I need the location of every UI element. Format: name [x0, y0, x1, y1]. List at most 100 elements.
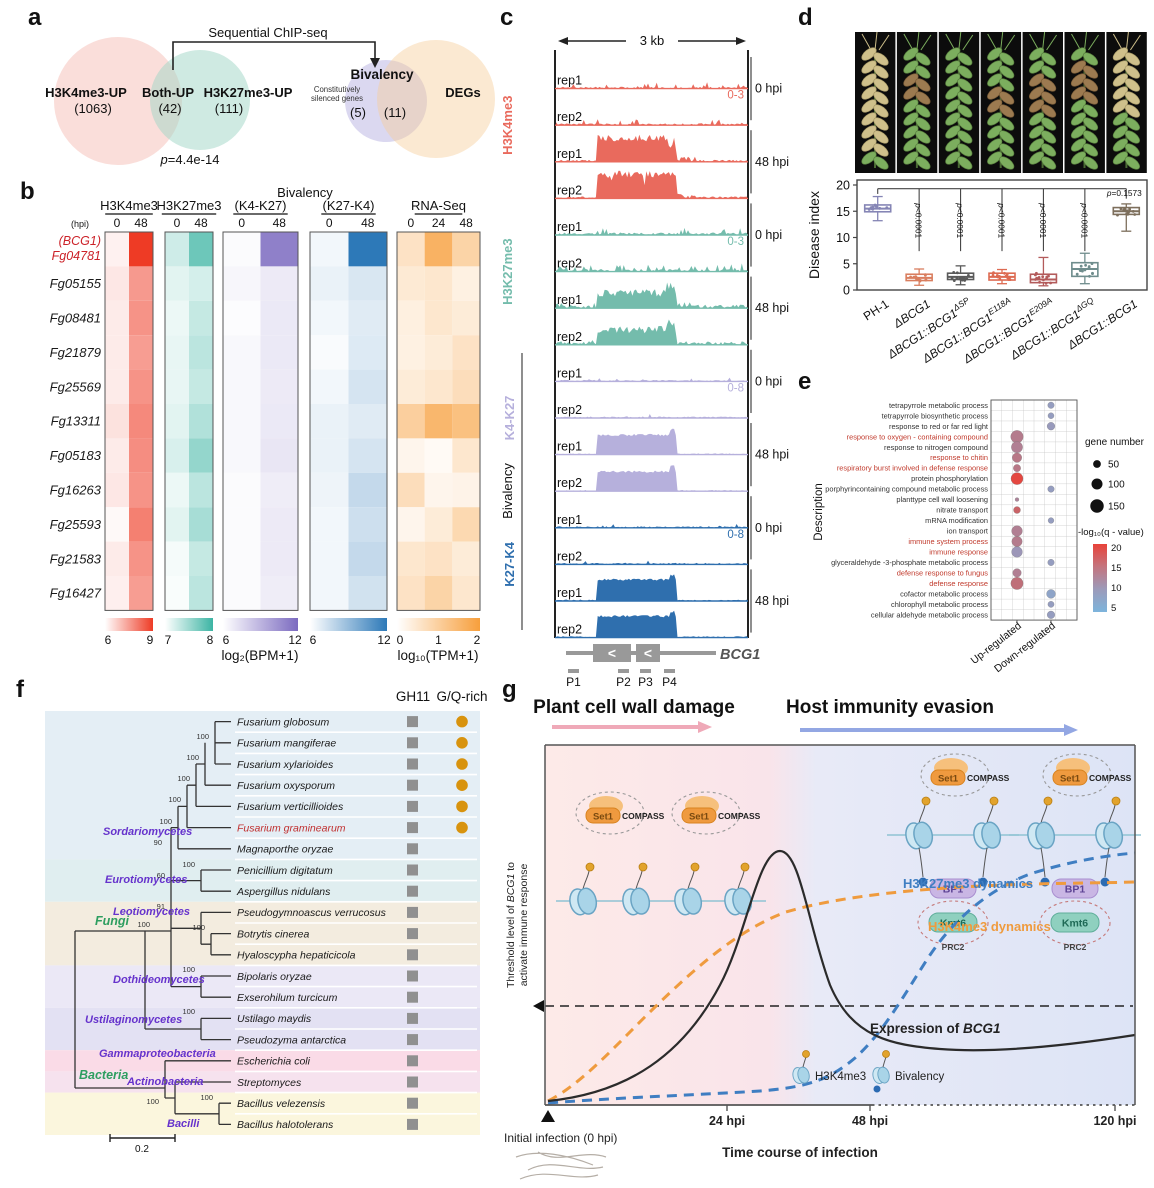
heatmap-cell	[452, 507, 480, 542]
threshold-marker-icon	[533, 1000, 544, 1012]
hpi-tick: 48	[194, 216, 208, 230]
panel-label-c: c	[500, 4, 514, 31]
go-dot	[1012, 452, 1022, 463]
hpi-tick: 24	[432, 216, 446, 230]
gh11-marker-icon	[407, 1076, 418, 1088]
h3k4me3-dynamics-curve	[547, 880, 1136, 1103]
clade-label: Ustilaginomycetes	[85, 1014, 182, 1026]
heatmap-cell	[452, 576, 480, 611]
track-group-label: H3K27me3	[500, 238, 515, 305]
heatmap-cell	[310, 541, 349, 576]
rep-label: rep1	[557, 513, 582, 527]
hpi-time-label: 0 hpi	[755, 374, 782, 388]
heatmap-cell	[165, 438, 189, 473]
heatmap-cell	[165, 300, 189, 336]
rep-label: rep1	[557, 74, 582, 88]
h3k27me3-mark-icon	[1100, 877, 1110, 887]
coverage-track-signal	[556, 227, 747, 235]
hpi-time-label: 48 hpi	[755, 155, 789, 169]
go-dot	[1046, 589, 1056, 599]
colorbar-tick: 6	[105, 633, 112, 647]
h3k27me3-mark-icon	[918, 877, 928, 887]
nucleosome-icon	[905, 821, 934, 850]
venn-circle-h3k27me3-up	[150, 50, 250, 150]
coverage-track-signal	[556, 82, 747, 89]
hpi-tick: 0	[238, 216, 245, 230]
heatmap-cell	[223, 576, 261, 611]
track-range-label: 0-3	[727, 90, 744, 102]
colorbar-tick: 9	[147, 633, 154, 647]
go-term-label: porphyrincontaining compound metabolic p…	[825, 485, 988, 494]
scale-3kb-label: 3 kb	[640, 33, 665, 48]
species-name: Fusarium oxysporum	[237, 780, 335, 792]
nucleosome-icon	[1027, 821, 1056, 850]
gh11-marker-icon	[407, 1118, 418, 1130]
compass-outline-icon	[920, 753, 990, 797]
heatmap-cell	[165, 232, 189, 267]
arrowhead-icon	[698, 721, 712, 733]
kmt6-pill	[1050, 912, 1100, 933]
bootstrap-value: 100	[192, 923, 205, 932]
go-dot	[1010, 577, 1024, 590]
description-axis-label: Description	[813, 483, 825, 541]
go-term-label: tetrapyrrole metabolic process	[889, 401, 988, 410]
heatmap-cell	[424, 404, 453, 439]
hpi-tick: 48	[361, 216, 375, 230]
exon-arrow-icon: <	[644, 645, 652, 661]
clade-band	[45, 1050, 480, 1072]
heatmap-cell	[452, 472, 480, 508]
set1-label: Set1	[593, 812, 614, 823]
heatmap-cell	[223, 369, 261, 404]
go-dot	[1047, 517, 1055, 524]
phase-title-right: Host immunity evasion	[786, 697, 994, 718]
qvalue-colorbar-tick: 10	[1111, 583, 1122, 594]
bootstrap-value: 91	[157, 902, 165, 911]
heatmap-cell	[452, 335, 480, 370]
coverage-track-signal	[556, 524, 747, 528]
heatmap-cell	[397, 507, 425, 542]
hpi-time-label: 48 hpi	[755, 448, 789, 462]
legend-h3k4me3-icon	[802, 1050, 810, 1058]
kmt6-label: Kmt6	[1062, 918, 1088, 930]
gh11-marker-icon	[407, 779, 418, 791]
rep-label: rep2	[557, 110, 582, 124]
h3k27me3-up-count: (111)	[215, 101, 243, 116]
species-name: Escherichia coli	[237, 1056, 311, 1068]
heatmap-cell	[424, 507, 453, 542]
heatmap-cell	[189, 266, 213, 301]
bootstrap-value: 100	[159, 817, 172, 826]
set1-pill	[585, 807, 621, 824]
heatmap-cell	[189, 541, 213, 576]
qvalue-colorbar-tick: 15	[1111, 563, 1122, 574]
gh11-column-header: GH11	[396, 689, 430, 704]
hpi-tick: 0	[407, 216, 414, 230]
compass-label: COMPASS	[967, 773, 1010, 783]
silenced-count: (5)	[350, 105, 366, 120]
h3k4me3-mark-icon	[740, 862, 750, 872]
h3k27me3-mark-icon	[978, 877, 988, 887]
gene-label: Fg21879	[50, 345, 101, 360]
nucleosome-icon	[792, 1066, 810, 1084]
species-name: Fusarium verticillioides	[237, 801, 344, 813]
rep-label: rep1	[557, 293, 582, 307]
coverage-track-signal	[556, 377, 747, 382]
rep-label: rep2	[557, 183, 582, 197]
go-dot	[1012, 568, 1022, 578]
hpi-tick: 48	[273, 216, 287, 230]
bootstrap-value: 100	[177, 774, 190, 783]
go-dot	[1047, 610, 1055, 619]
heatmap-cell	[223, 438, 261, 473]
panel-label-b: b	[20, 178, 35, 205]
heatmap-cell	[424, 472, 453, 508]
gene-label: (BCG1)	[59, 234, 101, 248]
heatmap-cell	[105, 472, 129, 508]
bivalency-column-header: Bivalency	[277, 185, 333, 200]
gh11-marker-icon	[407, 716, 418, 728]
panel-f-phylogenetic-tree: GH11 G/Q-rich Fusarium globosum Fusarium ma…	[15, 683, 500, 1161]
clade-label: Eurotiomycetes	[105, 874, 188, 886]
gene-label: Fg05183	[50, 448, 102, 463]
heatmap-cell	[129, 404, 153, 439]
go-dot	[1013, 506, 1021, 514]
heatmap-cell	[105, 541, 129, 576]
bootstrap-value: 100	[200, 1093, 213, 1102]
